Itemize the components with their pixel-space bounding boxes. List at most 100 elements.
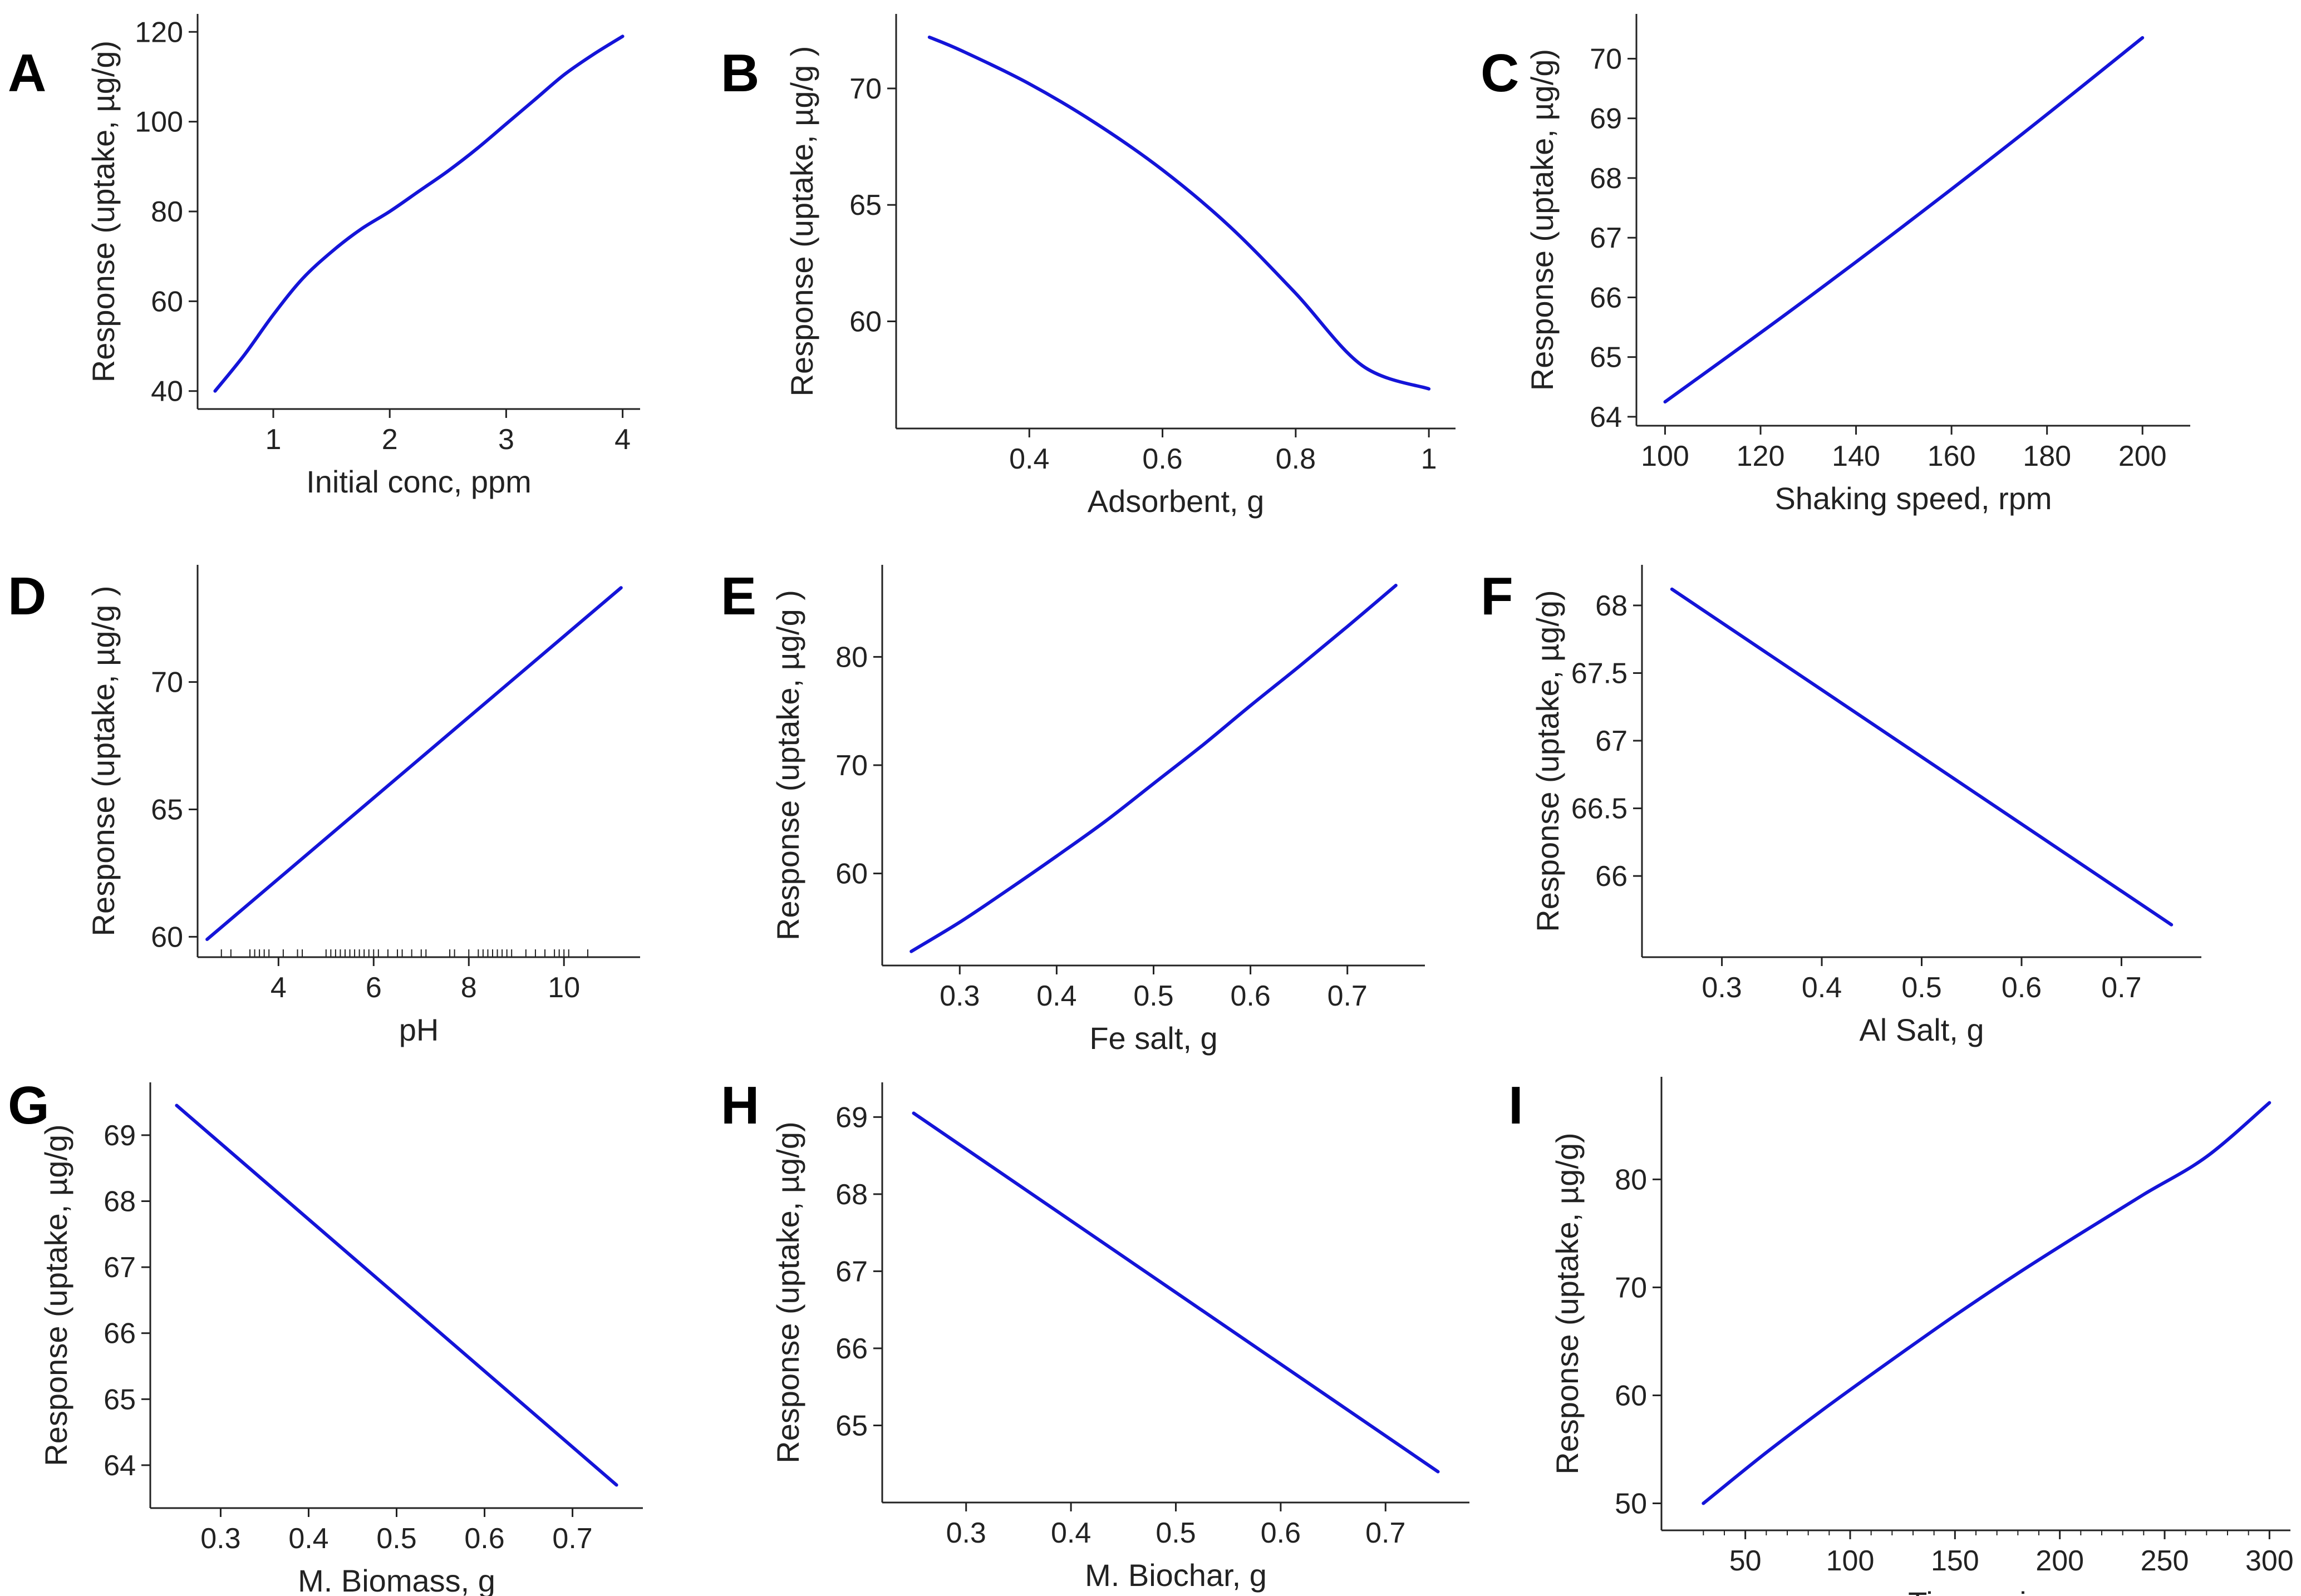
x-tick-label: 200 <box>2036 1545 2084 1577</box>
y-tick-label: 69 <box>1590 103 1622 135</box>
panel-letter: A <box>8 43 46 103</box>
y-tick-label: 67 <box>1595 725 1628 757</box>
y-tick-label: 60 <box>151 921 183 953</box>
panel-letter: E <box>721 567 756 626</box>
x-tick-label: 0.3 <box>1702 972 1742 1004</box>
y-tick-label: 69 <box>104 1120 136 1152</box>
y-tick-label: 66 <box>1590 282 1622 314</box>
y-tick-label: 66 <box>835 1333 868 1365</box>
x-tick-label: 0.4 <box>1036 980 1076 1012</box>
x-tick-label: 3 <box>498 423 514 456</box>
y-tick-label: 65 <box>104 1383 136 1416</box>
x-tick-label: 120 <box>1737 440 1785 472</box>
y-axis-title: Response (uptake, µg/g ) <box>784 46 819 397</box>
x-tick-label: 0.4 <box>1009 443 1049 475</box>
y-tick-label: 67 <box>835 1255 868 1288</box>
y-tick-label: 68 <box>1590 162 1622 195</box>
x-tick-label: 2 <box>382 423 398 456</box>
x-tick-label: 140 <box>1832 440 1880 472</box>
x-tick-label: 50 <box>1729 1545 1762 1577</box>
y-tick-label: 66.5 <box>1571 793 1628 825</box>
series-line <box>213 35 625 393</box>
y-tick-label: 70 <box>1590 43 1622 75</box>
y-tick-label: 50 <box>1615 1487 1647 1520</box>
series-line <box>1670 587 2174 927</box>
panel-e: E 0.3 0.4 0.5 0.6 0.7 60 70 80 Fe salt, g Response… <box>721 565 1425 1056</box>
y-tick-label: 64 <box>104 1450 136 1482</box>
y-tick-label: 60 <box>1615 1380 1647 1412</box>
x-tick-label: 0.3 <box>200 1523 240 1555</box>
x-tick-label: 0.5 <box>1156 1517 1196 1549</box>
x-tick-label: 0.4 <box>1051 1517 1091 1549</box>
x-tick-label: 0.3 <box>946 1517 986 1549</box>
panel-c: C 100 120 140 160 180 200 64 65 66 67 68 69 70 Shaking… <box>1481 14 2190 516</box>
x-tick-label: 4 <box>614 423 631 456</box>
x-axis-title: Adsorbent, g <box>1088 484 1265 519</box>
x-tick-label: 0.8 <box>1276 443 1316 475</box>
y-tick-label: 68 <box>1595 590 1628 622</box>
y-axis-title: Response (uptake, µg/g) <box>1530 590 1565 932</box>
y-tick-label: 66 <box>1595 860 1628 893</box>
x-tick-label: 0.6 <box>1142 443 1182 475</box>
y-tick-label: 69 <box>835 1101 868 1134</box>
x-tick-label: 0.5 <box>376 1523 416 1555</box>
y-tick-label: 60 <box>151 285 183 318</box>
series-line <box>1702 1101 2272 1505</box>
x-tick-label: 100 <box>1641 440 1689 472</box>
x-tick-label: 0.7 <box>2101 972 2141 1004</box>
y-axis-title: Response (uptake, µg/g) <box>770 1121 805 1463</box>
y-tick-label: 66 <box>104 1318 136 1350</box>
panel-letter: B <box>721 43 759 103</box>
panel-letter: F <box>1481 567 1513 626</box>
x-tick-label: 0.5 <box>1901 972 1941 1004</box>
x-axis-title: M. Biomass, g <box>298 1563 495 1596</box>
x-tick-label: 0.6 <box>1261 1517 1301 1549</box>
x-tick-label: 0.7 <box>1365 1517 1405 1549</box>
y-axis-title: Response (uptake, µg/g) <box>86 41 121 382</box>
y-tick-label: 68 <box>835 1179 868 1211</box>
series-line <box>175 1104 618 1487</box>
y-tick-label: 65 <box>151 794 183 826</box>
x-tick-label: 150 <box>1931 1545 1979 1577</box>
series-line <box>909 584 1398 953</box>
panel-a: A 1 2 3 4 40 60 80 100 120 Initial conc, ppm Respon… <box>8 14 640 499</box>
y-tick-label: 70 <box>835 750 868 782</box>
x-tick-label: 4 <box>271 972 287 1004</box>
panel-f: F 0.3 0.4 0.5 0.6 0.7 66 66.5 67 67.5 68 Al Salt, g… <box>1481 565 2201 1047</box>
y-axis-title: Response (uptake, µg/g ) <box>86 586 121 937</box>
panel-i: I 50 100 150 200 250 300 50 60 70 80 Time, min Respo… <box>1508 1076 2294 1596</box>
x-tick-label: 10 <box>548 972 580 1004</box>
panel-letter: I <box>1508 1076 1523 1135</box>
x-axis-title: Time, min <box>1908 1585 2044 1596</box>
x-tick-label: 0.4 <box>1802 972 1842 1004</box>
panel-g: G 0.3 0.4 0.5 0.6 0.7 64 65 66 67 68 69 M. Biomass, … <box>8 1076 643 1596</box>
x-tick-label: 0.7 <box>552 1523 592 1555</box>
x-tick-label: 0.6 <box>464 1523 504 1555</box>
x-tick-label: 1 <box>266 423 282 456</box>
x-axis-title: Initial conc, ppm <box>306 464 532 499</box>
x-tick-label: 100 <box>1826 1545 1875 1577</box>
y-tick-label: 67 <box>104 1252 136 1284</box>
x-axis-title: Fe salt, g <box>1089 1021 1217 1056</box>
y-axis-title: Response (uptake, µg/g) <box>1550 1132 1585 1474</box>
x-tick-label: 160 <box>1928 440 1976 472</box>
x-axis-title: M. Biochar, g <box>1085 1558 1267 1593</box>
series-line <box>205 586 623 941</box>
x-tick-label: 200 <box>2118 440 2167 472</box>
x-tick-label: 0.6 <box>2002 972 2042 1004</box>
y-tick-label: 80 <box>1615 1164 1647 1196</box>
x-tick-label: 0.3 <box>940 980 980 1012</box>
x-tick-label: 6 <box>366 972 382 1004</box>
y-tick-label: 70 <box>151 667 183 699</box>
series-line <box>912 1111 1440 1474</box>
panel-letter: D <box>8 567 46 626</box>
y-axis-title: Response (uptake, µg/g) <box>38 1124 73 1466</box>
x-axis-title: Shaking speed, rpm <box>1774 481 2052 516</box>
y-axis-title: Response (uptake, µg/g) <box>1525 49 1560 391</box>
y-tick-label: 60 <box>849 306 882 338</box>
x-axis-title: pH <box>399 1012 439 1047</box>
y-tick-label: 70 <box>849 73 882 105</box>
x-tick-label: 300 <box>2245 1545 2294 1577</box>
y-tick-label: 120 <box>135 16 183 48</box>
